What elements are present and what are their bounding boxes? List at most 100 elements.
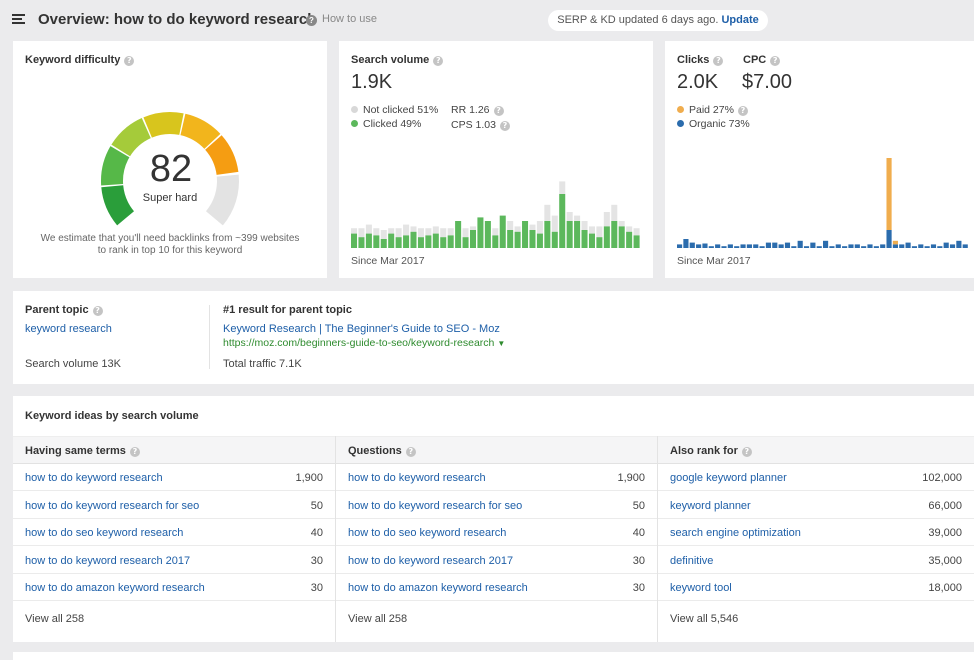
keyword-link[interactable]: keyword planner [670,499,751,512]
clicked-bar [507,230,514,248]
not-clicked-bar [574,215,581,221]
sv-help-icon[interactable]: ? [433,56,444,66]
clicked-bar [403,235,410,248]
clicked-bar [551,231,558,248]
view-all-link[interactable]: View all 5,546 [670,613,739,625]
keyword-link[interactable]: search engine optimization [670,527,801,539]
keyword-link[interactable]: keyword tool [670,582,732,594]
top-result-link[interactable]: Keyword Research | The Beginner's Guide … [223,323,500,335]
kd-score: 82 [149,148,193,190]
sv-legend-not-clicked: Not clicked 51% [351,104,438,116]
column-help-icon[interactable]: ? [129,447,140,457]
clicked-bar [603,226,610,248]
view-all-link[interactable]: View all 258 [348,613,408,625]
organic-bar [715,244,721,248]
not-clicked-bar [462,228,469,238]
organic-bar [810,242,816,248]
organic-bar [784,242,791,248]
clicked-bar [611,221,618,248]
not-clicked-bar [351,228,358,234]
organic-bar [905,242,911,248]
paid-dot [677,106,684,113]
search-volume-card: Search volume? 1.9K Not clicked 51% Clic… [339,41,653,278]
cpc-title-wrap: CPC? [743,54,781,66]
clicks-since: Since Mar 2017 [677,255,751,267]
clicked-bar [455,221,462,248]
sv-value: 1.9K [351,71,393,93]
clicked-bar [626,231,633,248]
organic-legend: Organic 73% [677,118,750,130]
keyword-link[interactable]: how to do keyword research 2017 [348,554,514,567]
update-link[interactable]: Update [721,14,759,26]
column-help-icon[interactable]: ? [741,447,752,457]
keyword-volume: 30 [632,582,645,594]
paid-help-icon[interactable]: ? [737,106,748,116]
clicked-bar [388,233,395,248]
keyword-volume: 1,900 [617,472,645,484]
keyword-link[interactable]: how to do keyword research 2017 [25,554,191,567]
rr-help-icon[interactable]: ? [493,106,504,116]
keyword-link[interactable]: how to do keyword research [348,472,486,484]
top-result-traffic: Total traffic 7.1K [223,358,302,370]
keyword-link[interactable]: how to do seo keyword research [25,527,184,539]
organic-bar [842,246,848,248]
sv-legend-clicked: Clicked 49% [351,118,421,130]
keyword-link[interactable]: how to do amazon keyword research [348,582,528,594]
top-result-url[interactable]: https://moz.com/beginners-guide-to-seo/k… [223,337,505,349]
clicks-card: Clicks? 2.0K CPC? $7.00 Paid 27%? Organi… [665,41,974,278]
clicked-bar [499,215,506,248]
clicked-bar [581,230,588,248]
menu-icon[interactable] [12,14,25,25]
parent-topic-help-icon[interactable]: ? [92,306,103,316]
cps-help-icon[interactable]: ? [499,121,510,131]
keyword-link[interactable]: google keyword planner [670,472,787,484]
not-clicked-bar [380,230,387,239]
clicked-bar [410,231,417,248]
column-help-icon[interactable]: ? [405,447,416,457]
kd-help-icon[interactable]: ? [124,56,135,66]
clicks-help-icon[interactable]: ? [713,56,724,66]
not-clicked-bar [358,228,365,238]
table-row: how to do keyword research for seo 50 [336,492,657,519]
organic-bar [930,244,937,248]
clicked-bar [447,235,454,248]
sv-since: Since Mar 2017 [351,255,425,267]
gauge-segment [143,112,184,138]
keyword-link[interactable]: definitive [670,554,714,567]
kd-note-line2: to rank in top 10 for this keyword [97,245,243,256]
view-all-link[interactable]: View all 258 [25,613,85,625]
search-volume-chart [351,181,640,248]
organic-bar [823,240,829,248]
keyword-link[interactable]: how to do amazon keyword research [25,582,205,594]
organic-bar [677,244,683,248]
not-clicked-bar [603,212,610,227]
organic-bar [772,242,778,248]
keyword-link[interactable]: how to do seo keyword research [348,527,507,539]
not-clicked-bar [559,181,566,194]
organic-bar [791,246,797,248]
not-clicked-bar [544,204,551,221]
update-status-text: SERP & KD updated 6 days ago. [557,14,719,26]
clicked-bar [544,221,551,248]
keyword-link[interactable]: how to do keyword research for seo [348,499,523,512]
parent-topic-keyword-link[interactable]: keyword research [25,323,112,335]
table-row: keyword tool 18,000 [658,574,974,601]
clicks-chart [677,158,968,248]
organic-bar [727,244,733,248]
cpc-title: CPC [743,54,767,66]
keyword-link[interactable]: how to do keyword research for seo [25,499,200,512]
cpc-help-icon[interactable]: ? [770,56,781,66]
organic-bar [911,246,918,248]
ideas-column-title-text: Having same terms [25,445,126,457]
keyword-volume: 1,900 [295,472,323,484]
clicked-bar [596,237,603,248]
keyword-volume: 102,000 [922,472,962,484]
table-row: how to do keyword research for seo 50 [13,492,335,519]
not-clicked-bar [551,215,558,232]
not-clicked-bar [447,228,454,236]
how-to-use-link[interactable]: ? How to use [306,13,377,26]
organic-bar [956,240,962,248]
clicked-bar [365,233,372,248]
keyword-link[interactable]: how to do keyword research [25,472,163,484]
url-dropdown-icon[interactable]: ▼ [497,339,506,348]
